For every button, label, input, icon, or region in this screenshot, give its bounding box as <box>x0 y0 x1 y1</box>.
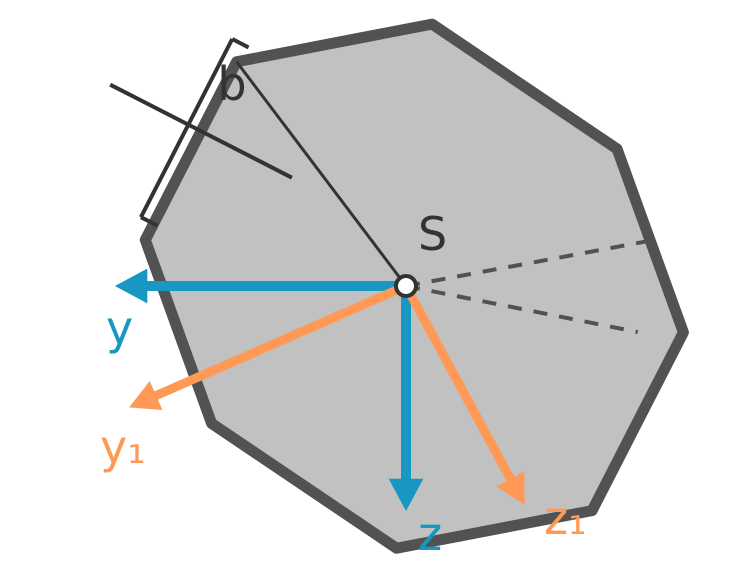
y-axis-arrow <box>116 270 147 303</box>
z1-axis-label: z₁ <box>544 491 587 545</box>
diagram-canvas: b y z y₁ z₁ S <box>0 0 754 572</box>
z-axis-label: z <box>418 507 442 561</box>
dim-b-tick-start <box>232 39 248 47</box>
center-point <box>396 276 416 296</box>
y-axis-label: y <box>106 301 133 355</box>
y1-axis-label: y₁ <box>100 420 146 474</box>
center-label: S <box>418 207 447 261</box>
dim-b-label: b <box>217 57 246 111</box>
